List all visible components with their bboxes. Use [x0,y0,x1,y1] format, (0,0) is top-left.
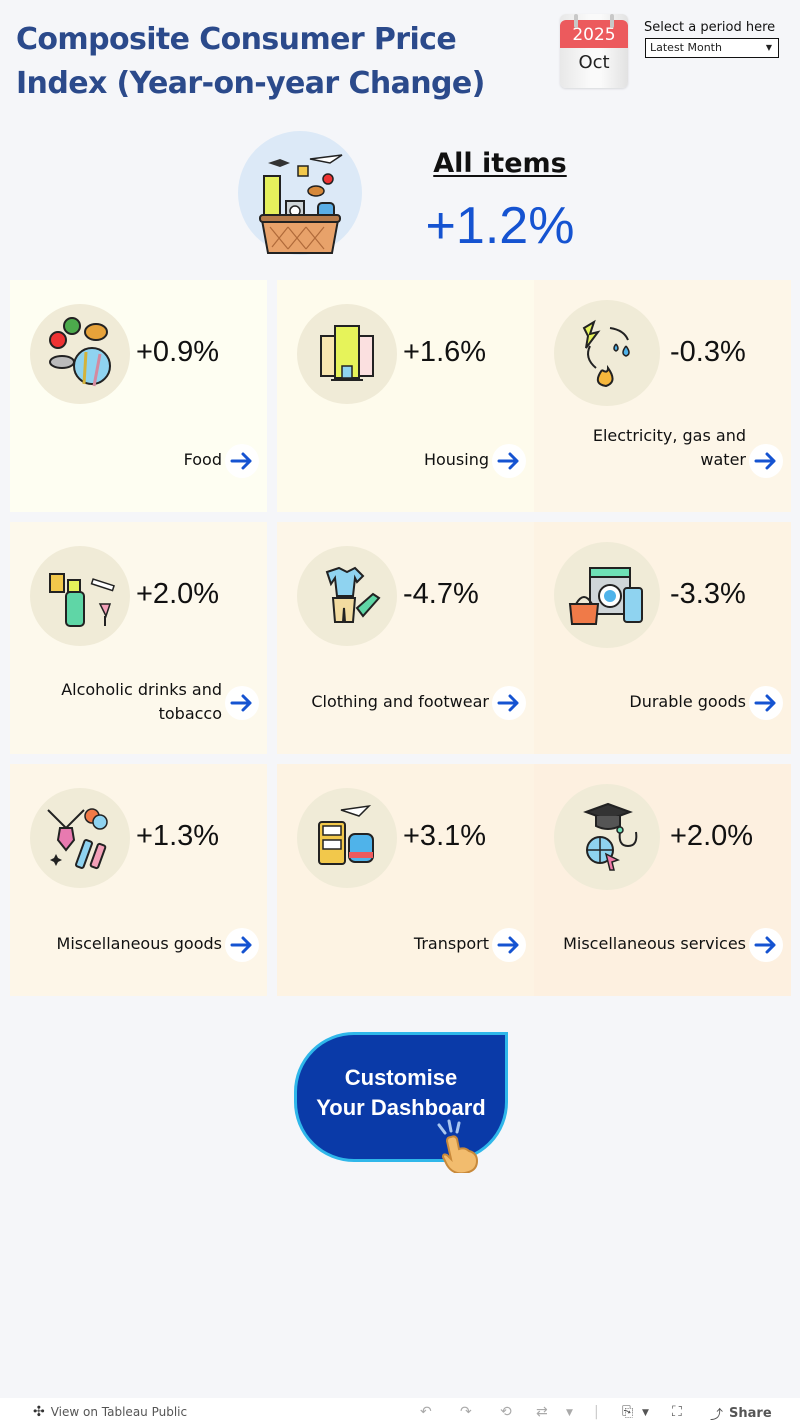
misc-goods-arrow-button[interactable] [225,928,259,962]
category-value: -4.7% [403,578,479,610]
category-value: +3.1% [403,820,487,852]
alcohol-tobacco-arrow-button[interactable] [225,686,259,720]
utilities-icon [554,300,660,406]
fullscreen-icon[interactable]: ⛶ [672,1404,682,1420]
category-label: Alcoholic drinks and tobacco [61,680,222,723]
category-card-clothing[interactable]: -4.7% Clothing and footwear [277,522,534,754]
refresh-icon[interactable]: ⇄ [536,1404,548,1420]
arrow-right-icon [754,694,776,712]
category-value: +1.6% [403,336,487,368]
customise-line2: Your Dashboard [316,1095,486,1120]
arrow-right-icon [754,936,776,954]
tableau-logo-icon: ✣ [33,1404,45,1420]
undo-icon[interactable]: ↶ [420,1404,432,1420]
category-label: Miscellaneous services [563,934,746,953]
category-card-transport[interactable]: +3.1% Transport [277,764,534,996]
alcohol-tobacco-icon [30,546,130,646]
clothing-arrow-button[interactable] [492,686,526,720]
misc-services-arrow-button[interactable] [749,928,783,962]
jewelry-cosmetics-icon [30,788,130,888]
view-on-tableau-label: View on Tableau Public [50,1405,188,1419]
services-icon [554,784,660,890]
calendar-year: 2025 [560,20,628,48]
period-dropdown[interactable]: Latest Month ▼ [645,38,779,58]
arrow-right-icon [230,452,252,470]
share-icon: ⤴ [710,1408,724,1423]
refresh-dropdown-caret-icon[interactable]: ▼ [566,1408,573,1418]
all-items-label: All items [433,148,567,179]
view-on-tableau-link[interactable]: ✣ View on Tableau Public [33,1404,187,1420]
category-value: +2.0% [136,578,220,610]
category-label: Durable goods [629,692,746,711]
category-label: Food [183,450,222,469]
download-dropdown-caret-icon[interactable]: ▼ [642,1408,649,1418]
appliances-icon [554,542,660,648]
category-card-housing[interactable]: +1.6% Housing [277,280,534,512]
arrow-right-icon [497,452,519,470]
category-value: +0.9% [136,336,220,368]
category-label: Clothing and footwear [311,692,489,711]
arrow-right-icon [230,694,252,712]
pointing-hand-icon [437,1119,479,1173]
arrow-right-icon [754,452,776,470]
utilities-arrow-button[interactable] [749,444,783,478]
share-button[interactable]: ⤴ Share [710,1404,772,1423]
category-label: Housing [423,450,489,469]
all-items-value: +1.2% [425,197,575,255]
customise-line1: Customise [344,1065,458,1090]
category-card-misc-goods[interactable]: +1.3% Miscellaneous goods [10,764,267,996]
customise-dashboard-button[interactable]: Customise Your Dashboard [294,1032,508,1173]
download-icon[interactable]: ⎘ [622,1404,634,1420]
category-value: +1.3% [136,820,220,852]
transport-arrow-button[interactable] [492,928,526,962]
category-label: Transport [413,934,489,953]
category-label: Electricity, gas and water [592,426,746,469]
category-card-misc-services[interactable]: +2.0% Miscellaneous services [534,764,791,996]
building-icon [297,304,397,404]
shopping-basket-icon [238,131,362,255]
category-card-utilities[interactable]: -0.3% Electricity, gas and water [534,280,791,512]
arrow-right-icon [497,936,519,954]
durable-goods-arrow-button[interactable] [749,686,783,720]
category-value: -0.3% [670,336,746,368]
arrow-right-icon [230,936,252,954]
housing-arrow-button[interactable] [492,444,526,478]
revert-icon[interactable]: ⟲ [500,1404,512,1420]
calendar-ring-icon [610,14,614,28]
clothing-icon [297,546,397,646]
share-label: Share [729,1406,772,1421]
toolbar-divider: | [594,1404,599,1420]
category-value: +2.0% [670,820,754,852]
tableau-footer: ✣ View on Tableau Public ↶ ↷ ⟲ ⇄ ▼ | ⎘ ▼… [0,1398,800,1427]
period-label: Select a period here [644,20,776,35]
calendar-icon: 2025 Oct [560,14,628,88]
food-arrow-button[interactable] [225,444,259,478]
period-selected-value: Latest Month [650,41,722,54]
page-title: Composite Consumer Price Index (Year-on-… [16,22,485,101]
category-card-durable-goods[interactable]: -3.3% Durable goods [534,522,791,754]
category-label: Miscellaneous goods [56,934,222,953]
dropdown-caret-icon: ▼ [765,43,772,52]
transport-icon [297,788,397,888]
category-card-food[interactable]: +0.9% Food [10,280,267,512]
food-icon [30,304,130,404]
category-card-alcohol-tobacco[interactable]: +2.0% Alcoholic drinks and tobacco [10,522,267,754]
calendar-ring-icon [574,14,578,28]
calendar-month: Oct [578,52,610,73]
redo-icon[interactable]: ↷ [460,1404,472,1420]
category-value: -3.3% [670,578,746,610]
arrow-right-icon [497,694,519,712]
